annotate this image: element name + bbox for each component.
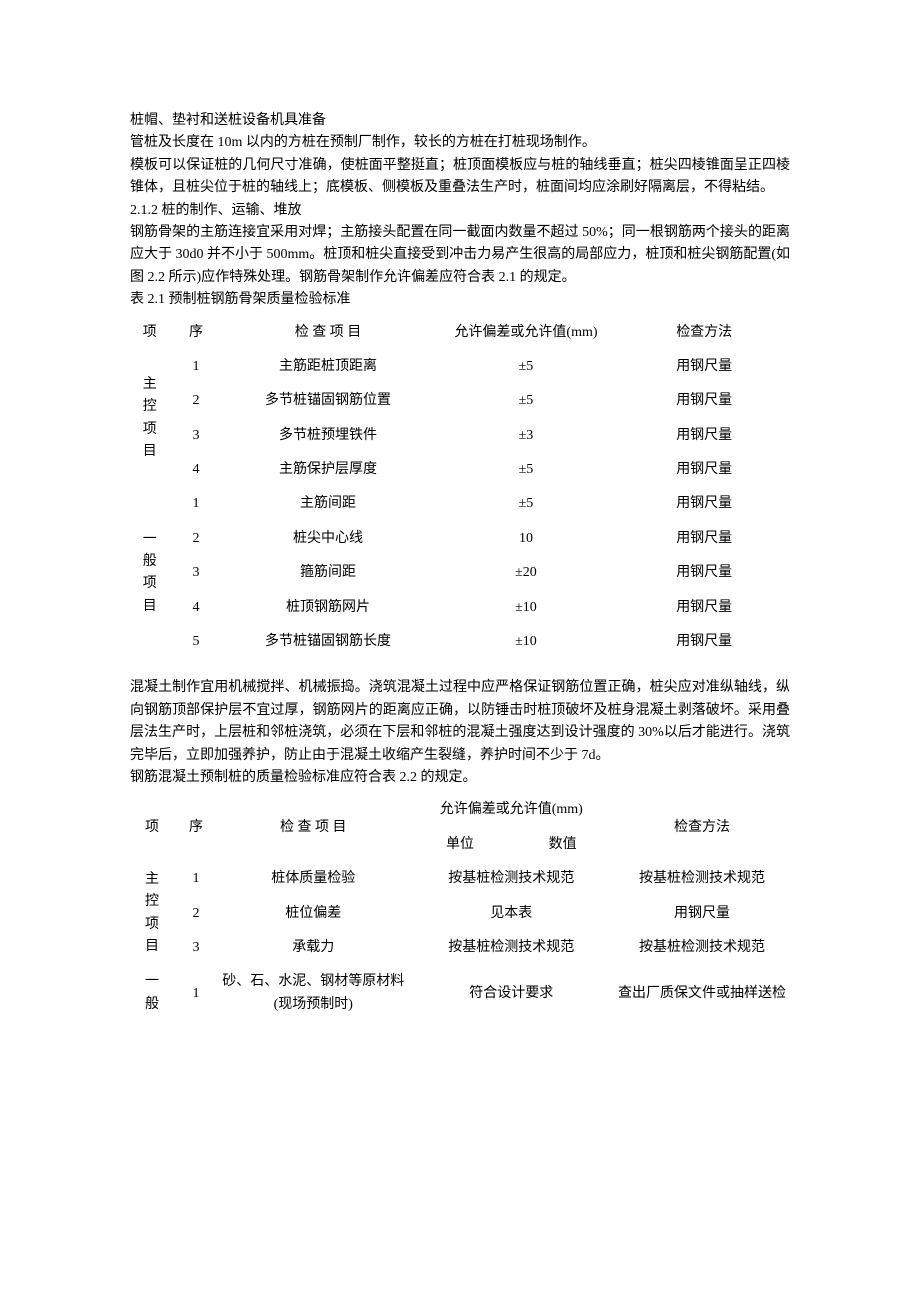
- cell-idx: 1: [174, 965, 218, 1022]
- table-caption: 表 2.1 预制桩钢筋骨架质量检验标准: [130, 289, 790, 311]
- cell-method: 用钢尺量: [618, 350, 790, 384]
- cell-tol: ±10: [434, 625, 619, 659]
- cell-item: 主筋间距: [222, 487, 433, 521]
- th-tolerance: 允许偏差或允许值(mm): [434, 316, 619, 350]
- cell-method: 按基桩检测技术规范: [614, 931, 790, 965]
- cell-item: 主筋距桩顶距离: [222, 350, 433, 384]
- cell-idx: 4: [170, 453, 223, 487]
- cell-tol: ±5: [434, 487, 619, 521]
- th-tolerance-unit: 单位: [409, 828, 512, 862]
- th-method: 检查方法: [618, 316, 790, 350]
- cell-tol: ±5: [434, 384, 619, 418]
- cell-tolerance: 按基桩检测技术规范: [409, 862, 614, 896]
- table-2-2: 项 序 检 查 项 目 允许偏差或允许值(mm) 检查方法 单位 数值 主控项目…: [130, 793, 790, 1022]
- cell-item: 多节桩锚固钢筋位置: [222, 384, 433, 418]
- cell-item: 多节桩预埋铁件: [222, 419, 433, 453]
- table-row: 2桩尖中心线10用钢尺量: [130, 522, 790, 556]
- cell-idx: 4: [170, 591, 223, 625]
- th-index: 序: [170, 316, 223, 350]
- cell-idx: 5: [170, 625, 223, 659]
- cell-idx: 1: [170, 487, 223, 521]
- cell-item: 主筋保护层厚度: [222, 453, 433, 487]
- table-row: 4主筋保护层厚度±5用钢尺量: [130, 453, 790, 487]
- cell-idx: 3: [174, 931, 218, 965]
- table-row: 一般1砂、石、水泥、钢材等原材料(现场预制时)符合设计要求查出厂质保文件或抽样送…: [130, 965, 790, 1022]
- th-tolerance: 允许偏差或允许值(mm): [409, 793, 614, 827]
- th-method: 检查方法: [614, 793, 790, 862]
- cell-method: 用钢尺量: [618, 556, 790, 590]
- cell-idx: 2: [170, 522, 223, 556]
- table-row: 主控项目1桩体质量检验按基桩检测技术规范按基桩检测技术规范: [130, 862, 790, 896]
- cell-idx: 3: [170, 556, 223, 590]
- category-cell: 主控项目: [130, 350, 170, 488]
- cell-tol: ±10: [434, 591, 619, 625]
- table-2-1: 项 序 检 查 项 目 允许偏差或允许值(mm) 检查方法 主控项目1主筋距桩顶…: [130, 316, 790, 660]
- cell-tol: ±3: [434, 419, 619, 453]
- paragraph: 模板可以保证桩的几何尺寸准确，使桩面平整挺直；桩顶面模板应与桩的轴线垂直；桩尖四…: [130, 155, 790, 200]
- cell-method: 用钢尺量: [618, 384, 790, 418]
- cell-item: 多节桩锚固钢筋长度: [222, 625, 433, 659]
- th-category: 项: [130, 316, 170, 350]
- cell-tol: ±5: [434, 350, 619, 384]
- table-row: 主控项目1主筋距桩顶距离±5用钢尺量: [130, 350, 790, 384]
- table-row: 一般项目1主筋间距±5用钢尺量: [130, 487, 790, 521]
- paragraph: 桩帽、垫衬和送桩设备机具准备: [130, 110, 790, 132]
- th-category: 项: [130, 793, 174, 862]
- th-index: 序: [174, 793, 218, 862]
- cell-method: 按基桩检测技术规范: [614, 862, 790, 896]
- cell-method: 查出厂质保文件或抽样送检: [614, 965, 790, 1022]
- cell-tol: 10: [434, 522, 619, 556]
- table-row: 4桩顶钢筋网片±10用钢尺量: [130, 591, 790, 625]
- table-header-row: 项 序 检 查 项 目 允许偏差或允许值(mm) 检查方法: [130, 793, 790, 827]
- paragraph: 钢筋混凝土预制桩的质量检验标准应符合表 2.2 的规定。: [130, 767, 790, 789]
- paragraph: 钢筋骨架的主筋连接宜采用对焊；主筋接头配置在同一截面内数量不超过 50%；同一根…: [130, 222, 790, 289]
- table-row: 2桩位偏差见本表用钢尺量: [130, 897, 790, 931]
- cell-method: 用钢尺量: [618, 522, 790, 556]
- table-header-row: 项 序 检 查 项 目 允许偏差或允许值(mm) 检查方法: [130, 316, 790, 350]
- cell-item: 桩体质量检验: [218, 862, 409, 896]
- th-item: 检 查 项 目: [218, 793, 409, 862]
- cell-method: 用钢尺量: [618, 625, 790, 659]
- cell-tol: ±5: [434, 453, 619, 487]
- cell-tolerance: 按基桩检测技术规范: [409, 931, 614, 965]
- th-tolerance-value: 数值: [511, 828, 614, 862]
- th-item: 检 查 项 目: [222, 316, 433, 350]
- cell-tol: ±20: [434, 556, 619, 590]
- paragraph: 管桩及长度在 10m 以内的方桩在预制厂制作，较长的方桩在打桩现场制作。: [130, 132, 790, 154]
- cell-method: 用钢尺量: [618, 419, 790, 453]
- cell-idx: 1: [170, 350, 223, 384]
- table-row: 5多节桩锚固钢筋长度±10用钢尺量: [130, 625, 790, 659]
- cell-item: 砂、石、水泥、钢材等原材料(现场预制时): [218, 965, 409, 1022]
- category-cell: 主控项目: [130, 862, 174, 965]
- cell-method: 用钢尺量: [618, 591, 790, 625]
- cell-method: 用钢尺量: [614, 897, 790, 931]
- paragraph: 混凝土制作宜用机械搅拌、机械振捣。浇筑混凝土过程中应严格保证钢筋位置正确，桩尖应…: [130, 677, 790, 767]
- cell-item: 桩位偏差: [218, 897, 409, 931]
- category-cell: 一般: [130, 965, 174, 1022]
- cell-item: 箍筋间距: [222, 556, 433, 590]
- cell-tolerance: 见本表: [409, 897, 614, 931]
- table-row: 3箍筋间距±20用钢尺量: [130, 556, 790, 590]
- table-row: 3承载力按基桩检测技术规范按基桩检测技术规范: [130, 931, 790, 965]
- cell-item: 承载力: [218, 931, 409, 965]
- cell-idx: 2: [174, 897, 218, 931]
- cell-item: 桩顶钢筋网片: [222, 591, 433, 625]
- cell-idx: 3: [170, 419, 223, 453]
- cell-idx: 2: [170, 384, 223, 418]
- table-row: 2多节桩锚固钢筋位置±5用钢尺量: [130, 384, 790, 418]
- cell-item: 桩尖中心线: [222, 522, 433, 556]
- cell-method: 用钢尺量: [618, 487, 790, 521]
- cell-tolerance: 符合设计要求: [409, 965, 614, 1022]
- cell-idx: 1: [174, 862, 218, 896]
- category-cell: 一般项目: [130, 487, 170, 659]
- section-heading: 2.1.2 桩的制作、运输、堆放: [130, 200, 790, 222]
- table-row: 3多节桩预埋铁件±3用钢尺量: [130, 419, 790, 453]
- cell-method: 用钢尺量: [618, 453, 790, 487]
